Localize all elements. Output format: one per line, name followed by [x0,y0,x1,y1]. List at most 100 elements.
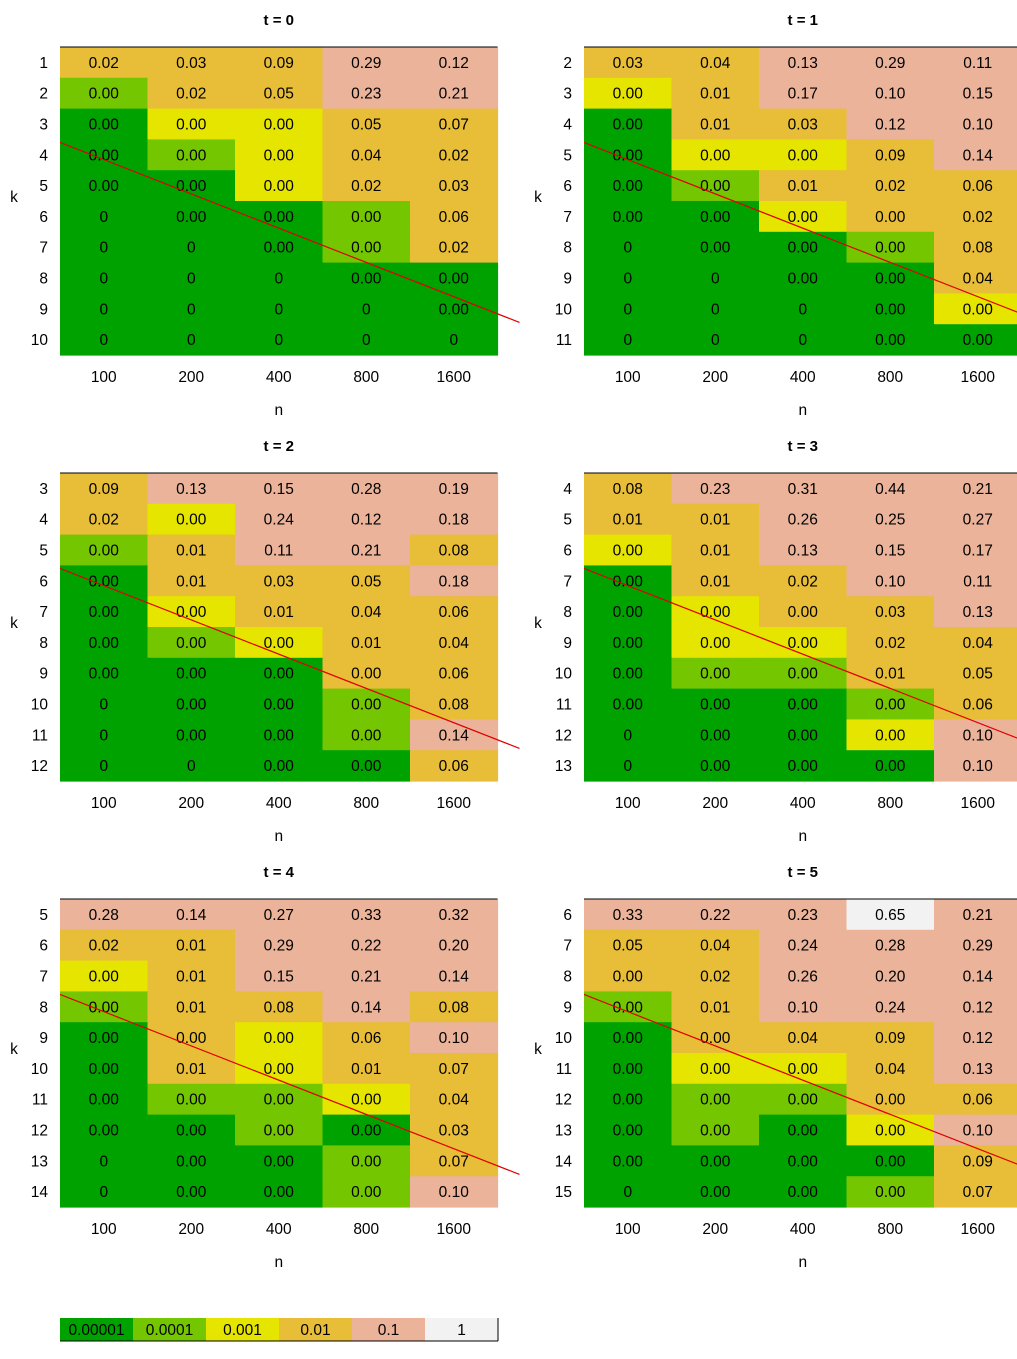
heatmap-cell [60,929,149,962]
cell-value-label: 0.00 [264,1153,295,1170]
heatmap-cell [147,1114,236,1146]
trend-line [583,993,1017,1165]
cell-value-label: 0.33 [351,907,381,924]
heatmap-cell [584,293,673,325]
cell-value-label: 0.65 [875,907,905,924]
heatmap-cell [235,991,324,1023]
cell-value-label: 0.00 [788,147,819,164]
cell-value-label: 0.00 [264,727,295,744]
heatmap-cell [846,627,935,659]
cell-value-label: 0.00 [875,1123,906,1140]
cell-value-label: 0.21 [439,86,469,103]
heatmap-cell [846,596,935,628]
cell-value-label: 0.00 [351,727,382,744]
heatmap-cell [584,991,673,1023]
cell-value-label: 0.07 [963,1184,993,1201]
heatmap-cell [846,293,935,325]
cell-value-label: 0 [711,301,720,318]
heatmap-cell [671,991,760,1023]
heatmap-cell [322,929,411,962]
heatmap-cell [846,1114,935,1146]
cell-value-label: 0.00 [788,1153,819,1170]
heatmap-panel: t = 0 0.02 0.03 0.09 0.29 0.12 0.00 0.02 0.05 0.2… [10,12,520,419]
heatmap-cell [60,565,149,597]
heatmap-cell [584,627,673,659]
heatmap-cell [322,108,411,140]
cell-value-label: 0.01 [700,117,730,134]
heatmap-cell [410,534,499,566]
heatmap-cell [934,991,1017,1023]
heatmap-cell [671,565,760,597]
cell-value-label: 0.06 [439,604,469,621]
cell-value-label: 0.00 [875,301,906,318]
x-tick-label: 200 [178,1221,204,1238]
cell-value-label: 0 [99,758,108,775]
x-tick-label: 200 [178,369,204,386]
cell-value-label: 0.02 [176,86,206,103]
x-tick-label: 1600 [437,795,472,812]
cell-value-label: 0.00 [176,209,207,226]
heatmap-cell [147,1083,236,1116]
cell-value-label: 0 [449,332,458,349]
heatmap-cell [322,201,411,233]
cell-value-label: 0.01 [176,969,206,986]
heatmap-cell [759,750,848,782]
cell-value-label: 0.03 [439,178,469,195]
heatmap-cell [671,899,760,931]
cell-value-label: 0 [99,332,108,349]
heatmap-cell [846,565,935,597]
heatmap-cell [235,293,324,325]
heatmap-cell [759,293,848,325]
heatmap-cell [584,262,673,294]
heatmap-cell [934,899,1017,931]
heatmap-cell [934,77,1017,110]
panel-title: t = 0 [264,12,294,29]
cell-value-label: 0.24 [264,512,295,529]
cell-value-label: 0.18 [439,573,469,590]
heatmap-cell [759,657,848,690]
cell-value-label: 0 [99,209,108,226]
cell-value-label: 0.27 [264,907,294,924]
heatmap-cell [934,1176,1017,1208]
legend-label: 0.00001 [68,1322,124,1339]
cell-value-label: 0.05 [264,86,294,103]
cell-value-label: 0.15 [963,86,993,103]
heatmap-cell [235,565,324,597]
y-tick-label: 11 [32,727,48,744]
cell-value-label: 0.00 [875,1184,906,1201]
heatmap-cell [322,899,411,931]
heatmap-cell [846,1053,935,1085]
heatmap-cell [934,473,1017,505]
cell-value-label: 0.03 [788,117,818,134]
heatmap-cell [584,719,673,751]
cell-value-label: 0.00 [700,178,731,195]
cell-value-label: 0.01 [700,86,730,103]
x-tick-label: 800 [353,1221,379,1238]
cell-value-label: 0 [623,758,632,775]
heatmap-cell [759,534,848,566]
heatmap-cell [322,170,411,202]
heatmap-cell [846,231,935,264]
heatmap-panel: t = 4 0.28 0.14 0.27 0.33 0.32 0.02 0.01 0.29 0.2… [10,864,520,1271]
heatmap-cell [934,1145,1017,1177]
cell-value-label: 0.22 [700,907,730,924]
cell-value-label: 0.00 [89,969,120,986]
y-tick-label: 6 [563,543,572,560]
heatmap-cell [147,596,236,628]
cell-value-label: 0.00 [89,1030,120,1047]
heatmap-cell [322,1022,411,1054]
cell-value-label: 0.00 [89,666,120,683]
y-tick-label: 9 [39,301,48,318]
cell-value-label: 0.01 [700,543,730,560]
cell-value-label: 0.02 [89,938,119,955]
heatmap-cell [846,1083,935,1116]
y-axis-label: k [534,1041,542,1058]
heatmap-cell [322,1145,411,1177]
cell-value-label: 0.00 [351,1184,382,1201]
cell-value-label: 0.00 [788,271,819,288]
cell-value-label: 0.01 [264,604,294,621]
x-tick-label: 400 [790,369,816,386]
heatmap-cell [584,1053,673,1085]
y-tick-label: 7 [39,240,48,257]
cell-value-label: 0.12 [439,55,469,72]
